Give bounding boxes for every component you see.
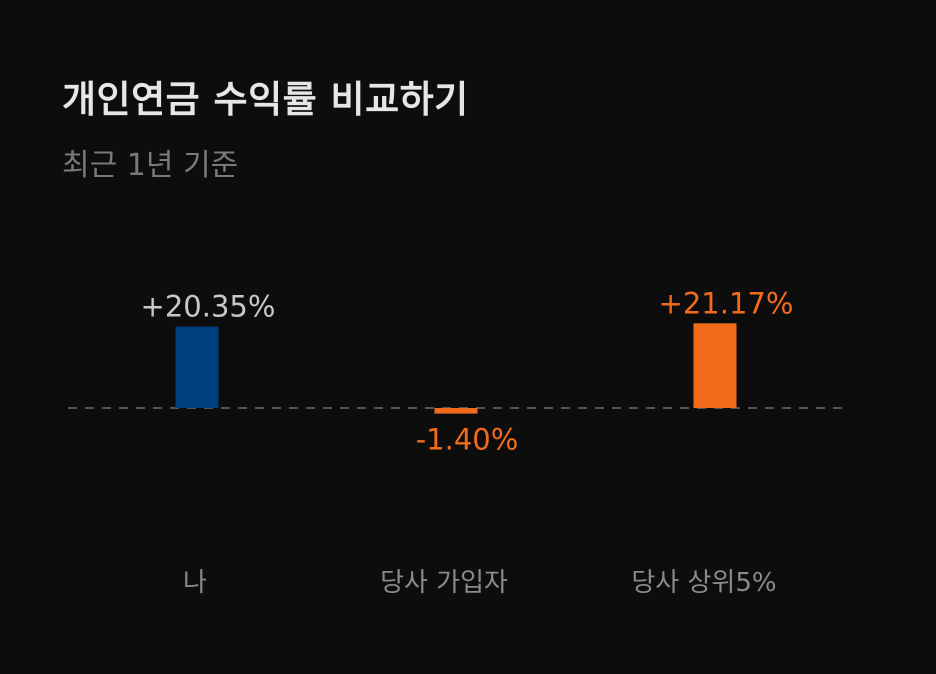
value-labels-group: +20.35% -1.40% +21.17%: [141, 286, 794, 456]
category-label-0: 나: [183, 568, 207, 598]
chart-subtitle: 최근 1년 기준: [62, 148, 239, 183]
category-label-2: 당사 상위5%: [631, 568, 776, 598]
category-labels-group: 나 당사 가입자 당사 상위5%: [183, 568, 777, 598]
value-label-2: +21.17%: [659, 286, 794, 320]
bars-group: [175, 323, 737, 414]
chart-title: 개인연금 수익률 비교하기: [62, 78, 469, 121]
bar-2: [693, 323, 737, 408]
value-label-1: -1.40%: [416, 423, 519, 457]
bar-0: [175, 326, 219, 408]
category-label-1: 당사 가입자: [380, 568, 508, 598]
bar-1: [434, 408, 478, 414]
value-label-0: +20.35%: [141, 290, 276, 324]
